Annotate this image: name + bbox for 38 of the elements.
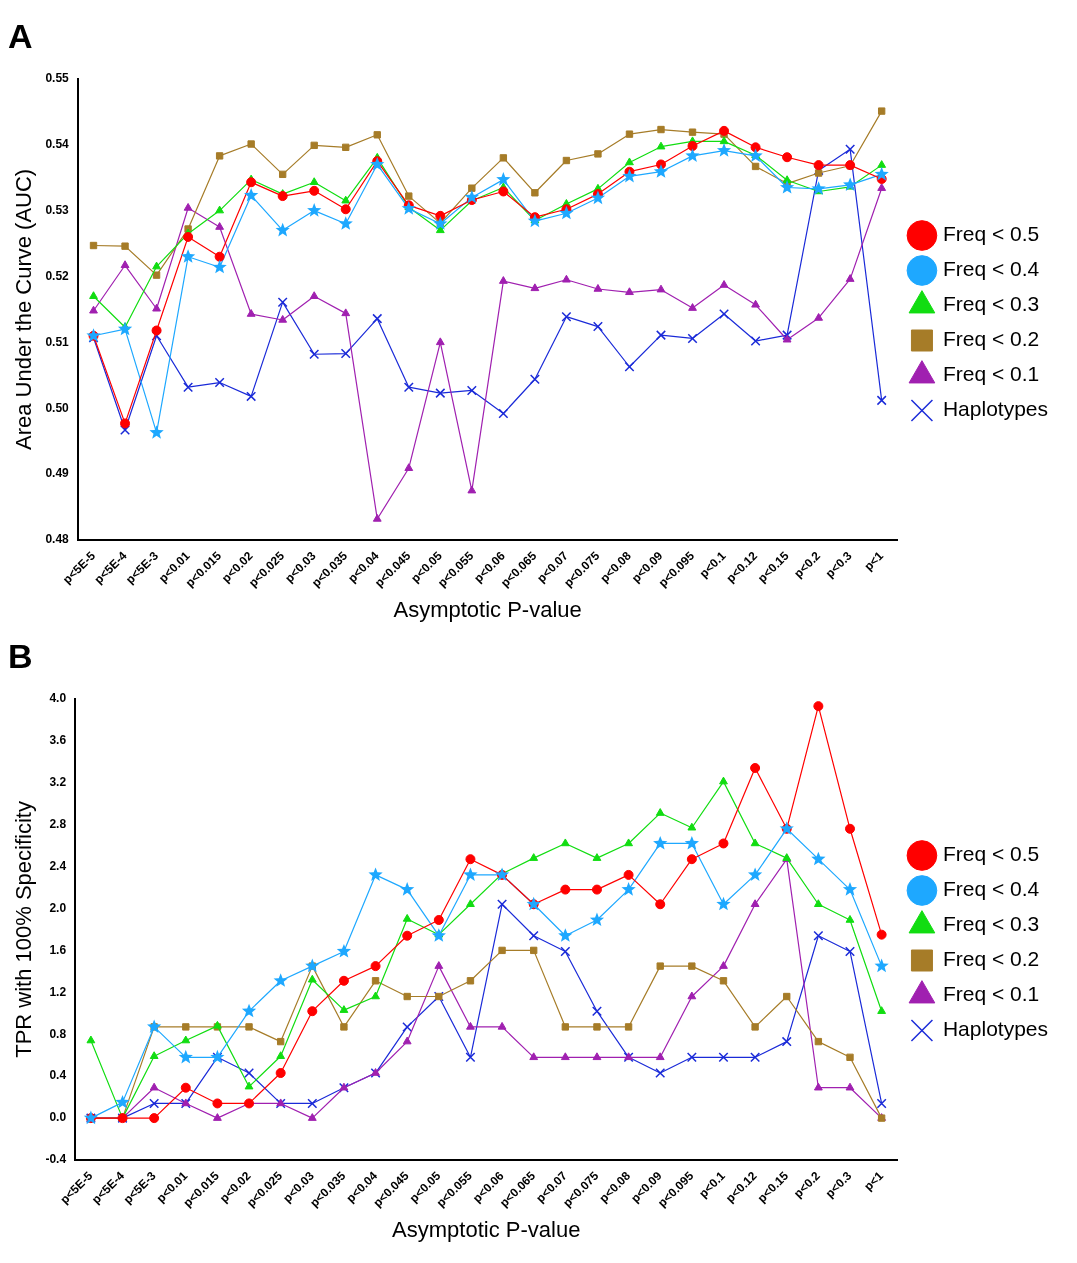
y-tick-label: 0.50 — [45, 400, 70, 415]
y-tick-label: -0.4 — [45, 1152, 67, 1167]
chart-title: B — [8, 636, 33, 675]
y-axis-title: Area Under the Curve (AUC) — [11, 168, 37, 451]
y-tick-label: 0.8 — [49, 1026, 67, 1041]
legend-label: Freq < 0.5 — [942, 842, 1040, 866]
y-tick-label: 2.4 — [49, 858, 67, 873]
y-tick-label: 0.0 — [49, 1110, 67, 1125]
y-tick-label: 0.54 — [45, 137, 70, 151]
y-tick-label: 3.6 — [49, 733, 67, 748]
legend-label: Freq < 0.1 — [942, 982, 1040, 1006]
y-tick-label: 0.53 — [45, 202, 70, 217]
y-tick-label: 0.4 — [49, 1068, 67, 1083]
y-tick-label: 4.0 — [49, 691, 67, 706]
chart-title: A — [8, 16, 33, 55]
y-tick-label: 0.48 — [45, 532, 70, 547]
x-axis-title: Asymptotic P-value — [393, 596, 582, 622]
legend-label: Haplotypes — [942, 1017, 1048, 1041]
x-axis-title: Asymptotic P-value — [392, 1216, 581, 1242]
y-tick-label: 0.49 — [45, 466, 70, 481]
y-tick-label: 2.8 — [49, 816, 67, 831]
y-tick-label: 1.2 — [49, 984, 67, 999]
legend-label: Freq < 0.3 — [942, 912, 1040, 936]
legend-label: Freq < 0.2 — [942, 327, 1040, 351]
legend-label: Freq < 0.5 — [942, 222, 1040, 246]
legend-label: Freq < 0.4 — [942, 257, 1040, 281]
y-tick-label: 0.52 — [45, 268, 70, 283]
y-tick-label: 0.55 — [45, 71, 70, 86]
y-tick-label: 3.2 — [49, 774, 67, 789]
legend-label: Freq < 0.3 — [942, 292, 1040, 316]
legend-label: Freq < 0.2 — [942, 947, 1040, 971]
y-tick-label: 2.0 — [49, 900, 67, 915]
legend-label: Freq < 0.4 — [942, 877, 1040, 901]
legend-label: Freq < 0.1 — [942, 362, 1040, 386]
y-tick-label: 1.6 — [49, 942, 67, 957]
y-axis-title: TPR with 100% Specificity — [11, 801, 37, 1058]
legend-label: Haplotypes — [942, 397, 1048, 421]
y-tick-label: 0.51 — [45, 334, 70, 349]
